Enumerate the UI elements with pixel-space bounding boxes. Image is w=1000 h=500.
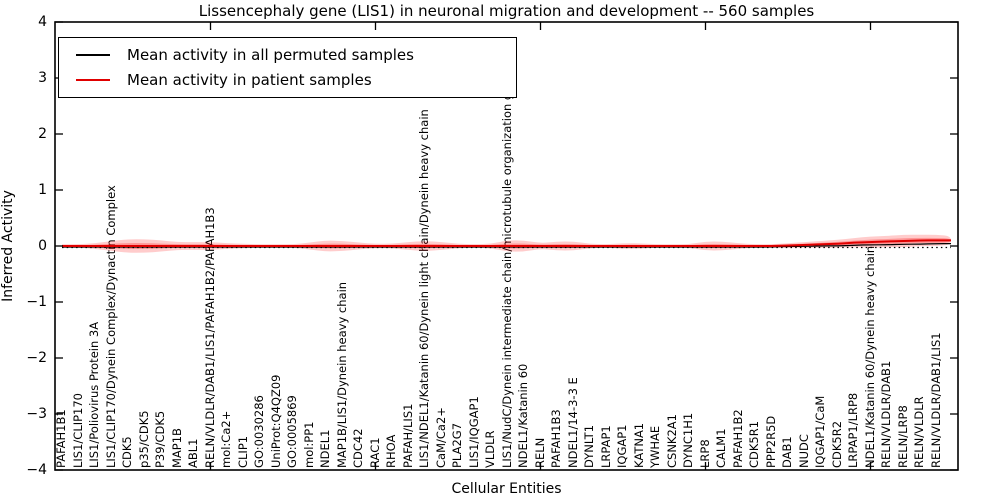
x-category-label: RELN/VLDLR/DAB1/LIS1/PAFAH1B2/PAFAH1B3 [202, 207, 217, 468]
x-category-label: CSNK2A1 [664, 414, 679, 468]
x-category-label: P39/CDK5 [153, 410, 167, 468]
x-category-label: UniProt:Q4QZ09 [268, 374, 283, 468]
x-category-label: MAP1B/LIS1/Dynein heavy chain [334, 281, 349, 468]
legend: Mean activity in all permuted samples Me… [58, 37, 517, 98]
y-tick-label: −3 [26, 406, 47, 422]
x-category-label: LIS1/NudC/Dynein intermediate chain/micr… [499, 65, 514, 468]
x-category-label: VLDLR [483, 430, 497, 468]
x-category-label: mol:Ca2+ [219, 410, 233, 468]
x-category-label: LRP8 [697, 439, 712, 468]
y-tick-label: 1 [38, 182, 47, 198]
x-category-label: CALM1 [714, 428, 728, 468]
x-category-label: KATNA1 [631, 422, 646, 468]
x-category-label: GO:0030286 [252, 395, 266, 468]
x-category-label: LRPAP1/LRP8 [846, 392, 860, 468]
x-category-label: RELN/VLDLR/DAB1 [879, 360, 893, 468]
x-category-label: NDEL1 [318, 429, 332, 468]
x-category-label: PAFAH1B1 [54, 409, 68, 468]
x-category-label: PLA2G7 [450, 422, 464, 468]
x-category-label: DYNLT1 [582, 424, 596, 468]
x-category-label: PAFAH1B2 [730, 409, 745, 468]
x-category-label: CLIP1 [235, 435, 250, 468]
legend-item-permuted: Mean activity in all permuted samples [59, 46, 516, 64]
y-tick-label: 4 [38, 14, 47, 30]
x-category-label: PAFAH1B3 [549, 409, 563, 468]
x-category-label: NDEL1/Katanin 60/Dynein heavy chain [862, 245, 877, 468]
x-category-label: RAC1 [367, 437, 382, 468]
x-category-label: RHOA [384, 434, 398, 468]
x-category-label: LRPAP1 [598, 425, 613, 468]
x-category-label: DAB1 [780, 436, 794, 468]
x-category-label: CDK5R1 [747, 420, 761, 468]
black-line-icon [76, 53, 110, 56]
x-category-label: LIS1/NDEL1/Katanin 60/Dynein light chain… [417, 109, 431, 468]
x-axis-label: Cellular Entities [451, 481, 562, 497]
legend-label: Mean activity in all permuted samples [127, 45, 414, 64]
chart-title: Lissencephaly gene (LIS1) in neuronal mi… [198, 2, 815, 20]
x-category-label: CDK5 [120, 436, 134, 468]
y-tick-label: −1 [26, 294, 47, 310]
x-category-label: IQGAP1 [615, 424, 629, 468]
y-tick-label: 2 [38, 126, 47, 142]
x-category-label: GO:0005869 [285, 395, 299, 468]
legend-item-patient: Mean activity in patient samples [59, 71, 516, 89]
x-category-label: MAP1B [169, 428, 184, 468]
x-category-label: PAFAH/LIS1 [400, 403, 415, 468]
x-category-label: RELN/VLDLR/DAB1/LIS1 [928, 332, 943, 468]
x-category-label: RELN/LRP8 [895, 405, 910, 468]
x-category-label: PPP2R5D [763, 415, 778, 468]
x-category-label: LIS1/CLIP170 [70, 392, 85, 468]
y-tick-label: −4 [26, 462, 47, 478]
x-category-label: mol:PP1 [301, 421, 316, 469]
red-line-icon [76, 79, 110, 82]
x-category-label: NUDC [796, 434, 811, 468]
x-category-label: CaM/Ca2+ [433, 407, 448, 468]
x-category-label: NDEL1/Katanin 60 [516, 363, 530, 468]
x-category-label: YWHAE [648, 425, 662, 468]
x-category-label: CDC42 [351, 428, 365, 468]
x-category-label: p35/CDK5 [136, 410, 151, 468]
x-category-label: LIS1/CLIP170/Dynein Complex/Dynactin Com… [103, 185, 118, 468]
x-category-label: CDK5R2 [829, 420, 844, 468]
x-category-label: LIS1/IQGAP1 [466, 396, 481, 468]
x-category-label: ABL1 [186, 438, 200, 468]
x-category-label: RELN [532, 437, 547, 468]
y-tick-label: −2 [26, 350, 47, 366]
y-tick-label: 0 [38, 238, 47, 254]
x-category-label: LIS1/Poliovirus Protein 3A [87, 321, 101, 468]
x-category-label: DYNC1H1 [681, 412, 695, 468]
y-tick-label: 3 [38, 70, 47, 86]
x-category-label: RELN/VLDLR [912, 396, 926, 468]
x-category-label: IQGAP1/CaM [813, 395, 827, 468]
legend-label: Mean activity in patient samples [127, 71, 372, 90]
x-category-label: NDEL1/14-3-3 E [565, 377, 580, 468]
